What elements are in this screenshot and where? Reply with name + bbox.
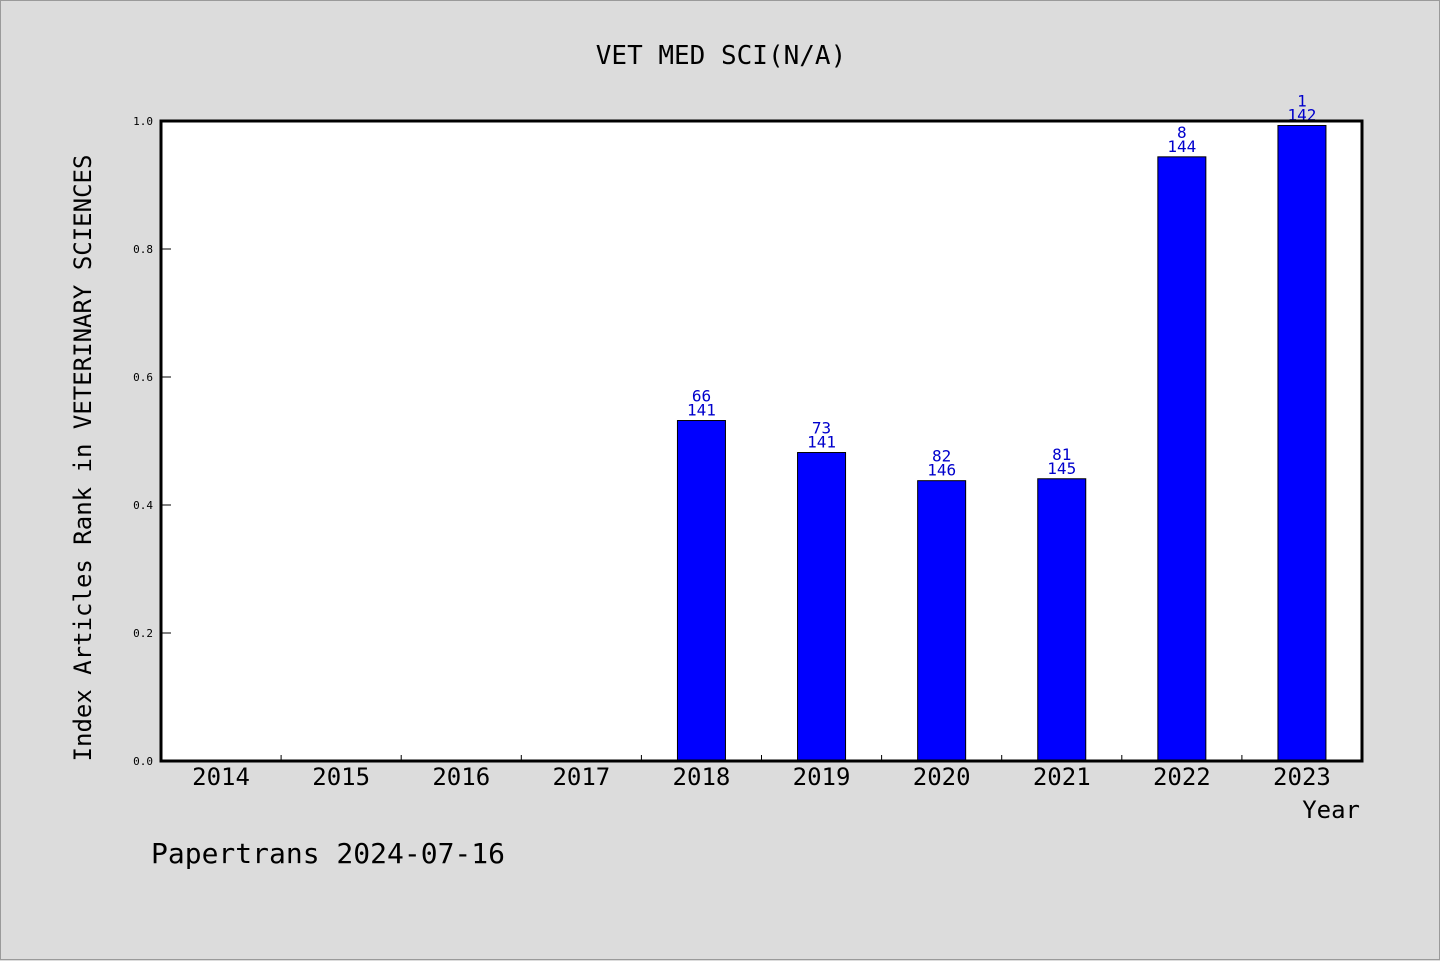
x-tick-label: 2020 bbox=[913, 763, 971, 791]
bar-total-label: 144 bbox=[1167, 137, 1196, 156]
bar-2021 bbox=[1037, 478, 1087, 762]
bar-2022 bbox=[1157, 156, 1207, 762]
bars-group bbox=[676, 124, 1327, 762]
y-tick-label: 0.4 bbox=[133, 499, 153, 512]
bar-rank-label: 82 bbox=[932, 447, 951, 466]
bar-2023 bbox=[1277, 124, 1327, 762]
plot-border bbox=[159, 119, 1364, 763]
bar-2018 bbox=[676, 420, 726, 762]
y-axis-label: Index Articles Rank in VETERINARY SCIENC… bbox=[69, 155, 97, 762]
x-ticks-group: 2014 2015 2016 2017 2018 2019 2020 2021 2022 2023 bbox=[192, 755, 1331, 791]
x-tick-label: 2014 bbox=[192, 763, 250, 791]
y-tick-label: 0.2 bbox=[133, 627, 153, 640]
x-tick-label: 2019 bbox=[793, 763, 851, 791]
y-tick-label: 0.0 bbox=[133, 755, 153, 768]
y-tick-label: 1.0 bbox=[133, 115, 153, 128]
bar-total-label: 146 bbox=[927, 461, 956, 480]
x-tick-label: 2017 bbox=[552, 763, 610, 791]
bar-rank-label: 81 bbox=[1052, 445, 1071, 464]
x-tick-label: 2016 bbox=[432, 763, 490, 791]
bar-rank-label: 1 bbox=[1297, 91, 1307, 110]
footer-text: Papertrans 2024-07-16 bbox=[151, 837, 505, 870]
x-tick-label: 2018 bbox=[673, 763, 731, 791]
bar-rank-label: 66 bbox=[692, 387, 711, 406]
bar-2019 bbox=[797, 452, 847, 762]
bar-rank-label: 73 bbox=[812, 419, 831, 438]
bar-total-label: 145 bbox=[1047, 459, 1076, 478]
x-tick-label: 2022 bbox=[1153, 763, 1211, 791]
bar-2020 bbox=[917, 480, 967, 762]
x-axis-label: Year bbox=[1302, 796, 1360, 824]
x-tick-label: 2023 bbox=[1273, 763, 1331, 791]
bar-total-label: 141 bbox=[687, 401, 716, 420]
y-tick-label: 0.6 bbox=[133, 371, 153, 384]
bar-total-label: 141 bbox=[807, 433, 836, 452]
chart-title: VET MED SCI(N/A) bbox=[596, 41, 846, 71]
x-tick-label: 2015 bbox=[312, 763, 370, 791]
x-tick-label: 2021 bbox=[1033, 763, 1091, 791]
y-tick-label: 0.8 bbox=[133, 243, 153, 256]
bar-rank-label: 8 bbox=[1177, 123, 1187, 142]
